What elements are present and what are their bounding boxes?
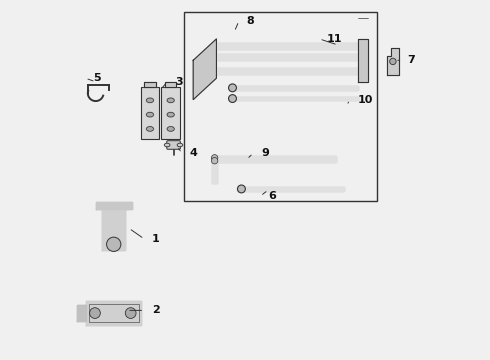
Polygon shape <box>86 301 142 325</box>
Circle shape <box>211 155 218 161</box>
Ellipse shape <box>167 127 174 131</box>
Polygon shape <box>212 159 218 183</box>
Text: 6: 6 <box>268 191 276 201</box>
Circle shape <box>228 84 237 92</box>
Ellipse shape <box>167 112 174 117</box>
Text: 10: 10 <box>358 95 373 105</box>
Ellipse shape <box>147 127 153 131</box>
Ellipse shape <box>167 98 174 103</box>
Polygon shape <box>193 39 217 100</box>
Bar <box>184 12 377 202</box>
Bar <box>161 87 180 139</box>
Polygon shape <box>358 39 368 82</box>
Polygon shape <box>102 208 125 249</box>
Text: 4: 4 <box>190 148 197 158</box>
Text: 8: 8 <box>247 16 254 26</box>
Polygon shape <box>77 305 86 321</box>
Ellipse shape <box>147 112 153 117</box>
Ellipse shape <box>147 98 153 103</box>
Text: 2: 2 <box>152 305 160 315</box>
Text: 7: 7 <box>408 55 416 65</box>
Circle shape <box>211 157 218 164</box>
FancyBboxPatch shape <box>167 141 180 149</box>
Polygon shape <box>387 48 398 75</box>
Circle shape <box>107 237 121 251</box>
Circle shape <box>125 308 136 319</box>
Text: 3: 3 <box>175 77 183 87</box>
Text: 11: 11 <box>327 34 343 44</box>
Bar <box>89 304 139 322</box>
Text: 5: 5 <box>93 73 101 83</box>
Polygon shape <box>144 82 156 87</box>
Circle shape <box>90 308 100 319</box>
Bar <box>141 87 159 139</box>
Polygon shape <box>96 202 132 208</box>
Polygon shape <box>165 82 176 87</box>
Circle shape <box>390 58 396 64</box>
Circle shape <box>238 185 245 193</box>
Circle shape <box>228 95 237 103</box>
Ellipse shape <box>177 143 183 147</box>
Ellipse shape <box>164 143 170 147</box>
Text: 1: 1 <box>152 234 160 244</box>
Text: 9: 9 <box>261 148 269 158</box>
